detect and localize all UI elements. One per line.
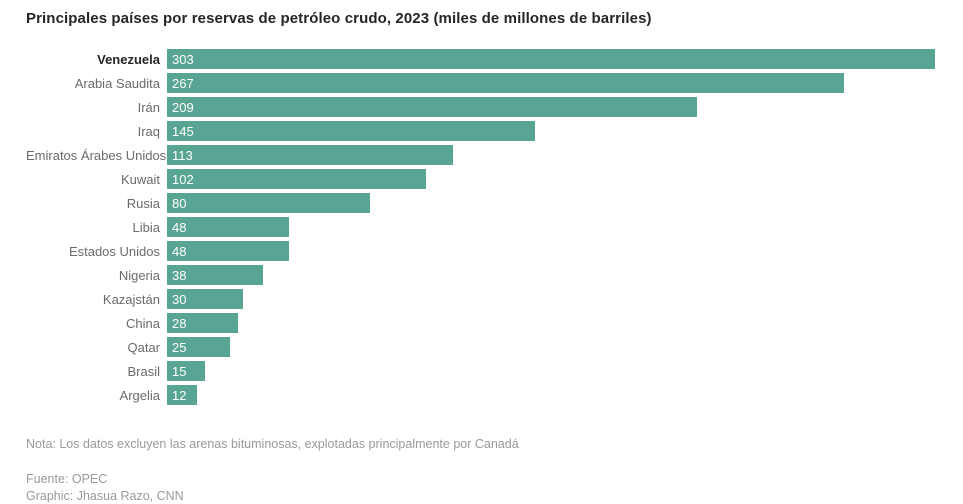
category-label: Emiratos Árabes Unidos <box>26 147 167 163</box>
bar: 12 <box>167 385 197 405</box>
category-label: Libia <box>132 219 160 235</box>
category-label: Brasil <box>127 363 160 379</box>
category-label: Irán <box>137 99 160 115</box>
bar: 209 <box>167 97 697 117</box>
category-label: Rusia <box>126 195 160 211</box>
value-label: 30 <box>172 291 187 307</box>
bar: 48 <box>167 241 289 261</box>
chart-credit: Graphic: Jhasua Razo, CNN <box>26 489 184 503</box>
value-label: 303 <box>172 51 194 67</box>
chart-title: Principales países por reservas de petró… <box>26 10 652 27</box>
chart-source: Fuente: OPEC <box>26 472 108 486</box>
value-label: 12 <box>172 387 187 403</box>
chart-row: Arabia Saudita 267 <box>26 73 963 93</box>
category-label: Kuwait <box>120 171 160 187</box>
bar: 38 <box>167 265 263 285</box>
bar: 303 <box>167 49 935 69</box>
chart-row: Brasil 15 <box>26 361 963 381</box>
bar: 48 <box>167 217 289 237</box>
chart-row: Venezuela 303 <box>26 49 963 69</box>
chart-row: Estados Unidos 48 <box>26 241 963 261</box>
chart-row: China 28 <box>26 313 963 333</box>
category-label: Nigeria <box>118 267 160 283</box>
value-label: 113 <box>172 147 193 163</box>
value-label: 145 <box>172 123 194 139</box>
category-label: Argelia <box>119 387 160 403</box>
chart-row: Kazajstán 30 <box>26 289 963 309</box>
category-label: Iraq <box>137 123 160 139</box>
category-label: Qatar <box>127 339 160 355</box>
value-label: 102 <box>172 171 194 187</box>
bar: 80 <box>167 193 370 213</box>
category-label: Arabia Saudita <box>74 75 160 91</box>
bar: 267 <box>167 73 844 93</box>
bar: 15 <box>167 361 205 381</box>
chart-row: Irán 209 <box>26 97 963 117</box>
bar-chart: Venezuela 303 Arabia Saudita 267 Irán 20… <box>26 49 963 405</box>
chart-row: Rusia 80 <box>26 193 963 213</box>
value-label: 15 <box>172 363 187 379</box>
chart-row: Emiratos Árabes Unidos 113 <box>26 145 963 165</box>
category-label: China <box>126 315 160 331</box>
value-label: 48 <box>172 219 187 235</box>
category-label: Estados Unidos <box>68 243 160 259</box>
value-label: 209 <box>172 99 194 115</box>
category-label: Venezuela <box>97 51 160 67</box>
category-label: Kazajstán <box>102 291 160 307</box>
value-label: 25 <box>172 339 187 355</box>
chart-row: Iraq 145 <box>26 121 963 141</box>
chart-row: Kuwait 102 <box>26 169 963 189</box>
bar: 102 <box>167 169 426 189</box>
value-label: 267 <box>172 75 194 91</box>
bar: 25 <box>167 337 230 357</box>
chart-row: Nigeria 38 <box>26 265 963 285</box>
value-label: 80 <box>172 195 187 211</box>
bar: 113 <box>167 145 453 165</box>
chart-row: Libia 48 <box>26 217 963 237</box>
chart-row: Qatar 25 <box>26 337 963 357</box>
value-label: 28 <box>172 315 187 331</box>
chart-row: Argelia 12 <box>26 385 963 405</box>
bar: 28 <box>167 313 238 333</box>
chart-note: Nota: Los datos excluyen las arenas bitu… <box>26 437 519 451</box>
value-label: 48 <box>172 243 187 259</box>
bar: 145 <box>167 121 535 141</box>
bar: 30 <box>167 289 243 309</box>
value-label: 38 <box>172 267 187 283</box>
